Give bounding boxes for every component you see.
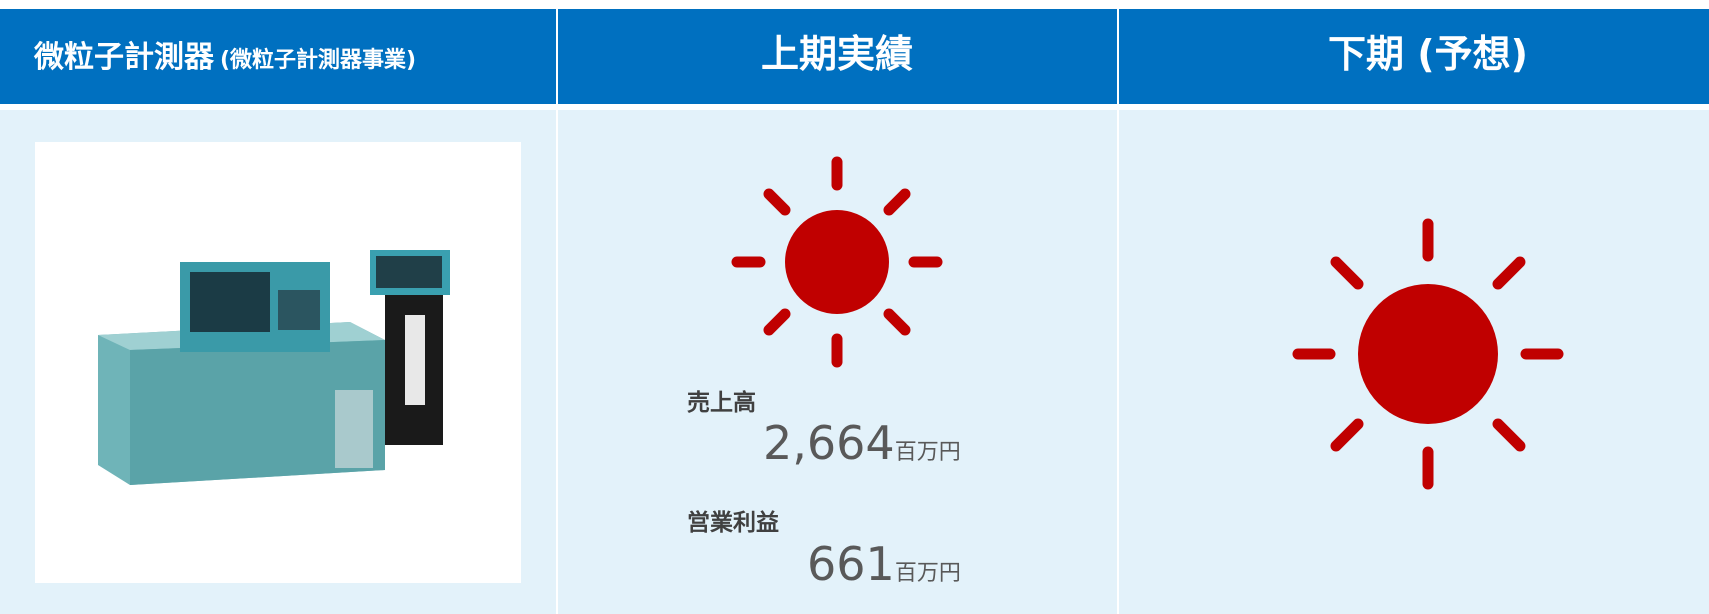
sales: 2,664 (763, 416, 895, 470)
sun-icon-second-half (1292, 218, 1564, 490)
product-image (35, 142, 521, 583)
header-first-half: 上期実績 (761, 32, 913, 76)
sales-label: 売上高 (687, 389, 756, 416)
sales-value: 2,664百万円 (763, 416, 961, 470)
unit: 百万円 (895, 440, 961, 465)
segment-sub: (微粒子計測器事業) (220, 47, 416, 73)
segment: 微粒子計測器 (33, 40, 215, 75)
profit-value: 661百万円 (807, 537, 961, 591)
header-cell (1119, 9, 1709, 104)
header-title: 微粒子計測器 (微粒子計測器事業) (33, 40, 416, 75)
header-cell (558, 9, 1117, 104)
sun-icon-first-half (731, 156, 943, 368)
header-second-half: 下期 (予想) (1328, 32, 1528, 76)
unit: 百万円 (895, 561, 961, 586)
header-cell (0, 9, 556, 104)
profit: 661 (807, 537, 895, 591)
profit-label: 営業利益 (687, 509, 779, 536)
